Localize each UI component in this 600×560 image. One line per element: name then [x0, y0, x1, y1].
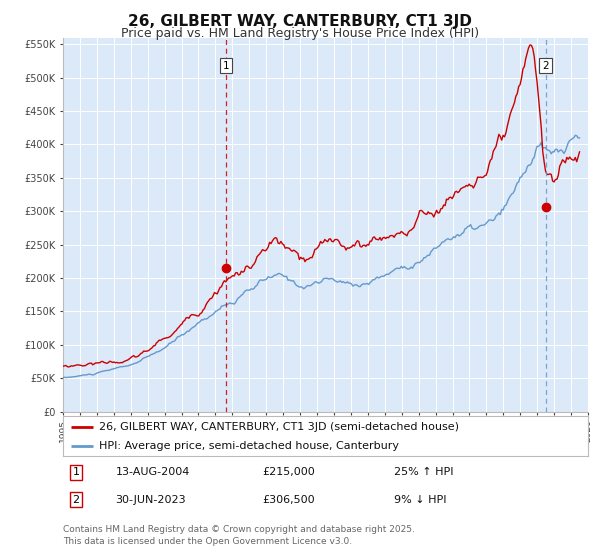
- Text: 26, GILBERT WAY, CANTERBURY, CT1 3JD (semi-detached house): 26, GILBERT WAY, CANTERBURY, CT1 3JD (se…: [98, 422, 459, 432]
- Text: £215,000: £215,000: [263, 467, 315, 477]
- Text: 13-AUG-2004: 13-AUG-2004: [115, 467, 190, 477]
- Text: 2: 2: [542, 60, 549, 71]
- Text: Price paid vs. HM Land Registry's House Price Index (HPI): Price paid vs. HM Land Registry's House …: [121, 27, 479, 40]
- Text: 2: 2: [73, 494, 80, 505]
- Text: 25% ↑ HPI: 25% ↑ HPI: [394, 467, 453, 477]
- Text: 26, GILBERT WAY, CANTERBURY, CT1 3JD: 26, GILBERT WAY, CANTERBURY, CT1 3JD: [128, 14, 472, 29]
- Text: £306,500: £306,500: [263, 494, 315, 505]
- Text: HPI: Average price, semi-detached house, Canterbury: HPI: Average price, semi-detached house,…: [98, 441, 398, 450]
- Text: 30-JUN-2023: 30-JUN-2023: [115, 494, 186, 505]
- Text: Contains HM Land Registry data © Crown copyright and database right 2025.
This d: Contains HM Land Registry data © Crown c…: [63, 525, 415, 546]
- Text: 1: 1: [73, 467, 80, 477]
- Text: 9% ↓ HPI: 9% ↓ HPI: [394, 494, 446, 505]
- Text: 1: 1: [223, 60, 229, 71]
